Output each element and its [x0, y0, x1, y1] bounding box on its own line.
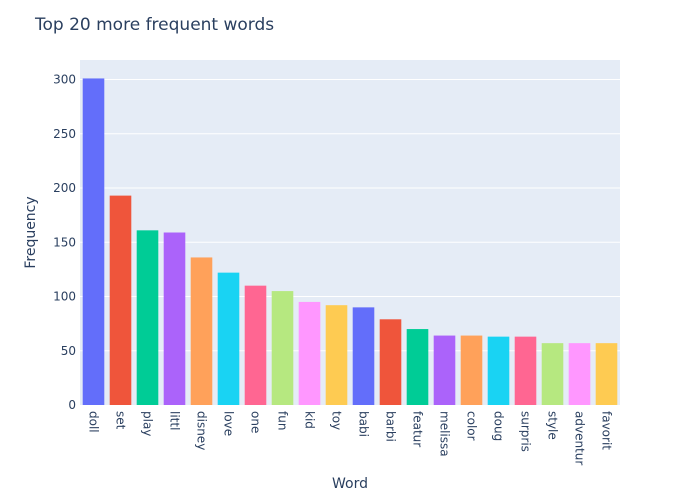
y-tick-label: 200	[53, 181, 76, 195]
x-tick-label: doug	[492, 411, 506, 441]
bar-disney	[190, 257, 213, 405]
x-axis-title: Word	[332, 476, 368, 492]
x-tick-label: favorit	[600, 411, 614, 450]
bar-littl	[163, 232, 186, 405]
x-tick-label: babi	[357, 411, 371, 437]
x-tick-label: surpris	[519, 411, 533, 452]
bar-style	[541, 343, 564, 405]
plot-area	[80, 60, 620, 405]
bar-one	[244, 285, 267, 405]
bar-love	[217, 272, 240, 405]
bar-barbi	[379, 319, 402, 405]
bar-favorit	[595, 343, 618, 405]
x-tick-label: style	[546, 411, 560, 440]
x-tick-label: one	[249, 411, 263, 433]
x-tick-label: littl	[168, 411, 182, 430]
bar-melissa	[433, 335, 456, 405]
y-tick-label: 100	[53, 290, 76, 304]
bar-toy	[325, 305, 348, 405]
y-axis-ticks: 0 50 100 150 200 250 300	[53, 73, 76, 412]
y-tick-label: 250	[53, 127, 76, 141]
x-tick-label: play	[141, 411, 155, 436]
x-tick-label: toy	[330, 411, 344, 430]
x-tick-label: color	[465, 411, 479, 441]
x-tick-label: set	[114, 411, 128, 430]
x-tick-label: melissa	[438, 411, 452, 457]
bar-doll	[82, 78, 105, 406]
bar-color	[460, 335, 483, 405]
x-tick-label: adventur	[573, 411, 587, 465]
x-tick-label: featur	[411, 411, 425, 447]
bar-adventur	[568, 343, 591, 405]
y-tick-label: 0	[68, 398, 76, 412]
x-tick-label: barbi	[384, 411, 398, 442]
x-tick-label: love	[222, 411, 236, 436]
bar-set	[109, 195, 132, 405]
y-tick-label: 50	[61, 344, 76, 358]
bar-kid	[298, 301, 321, 405]
bar-doug	[487, 336, 510, 405]
y-axis-title: Frequency	[23, 196, 39, 268]
y-tick-label: 150	[53, 235, 76, 249]
bar-featur	[406, 329, 429, 405]
x-axis-ticks: doll set play littl disney love one fun kid toy ba…	[87, 411, 614, 465]
bars	[82, 78, 618, 406]
bar-play	[136, 230, 159, 405]
x-tick-label: kid	[303, 411, 317, 429]
x-tick-label: doll	[87, 411, 101, 433]
y-tick-label: 300	[53, 73, 76, 87]
x-tick-label: fun	[276, 411, 290, 430]
bar-babi	[352, 307, 375, 405]
bar-fun	[271, 291, 294, 405]
x-tick-label: disney	[195, 411, 209, 450]
bar-surpris	[514, 336, 537, 405]
chart-title: Top 20 more frequent words	[34, 15, 274, 35]
